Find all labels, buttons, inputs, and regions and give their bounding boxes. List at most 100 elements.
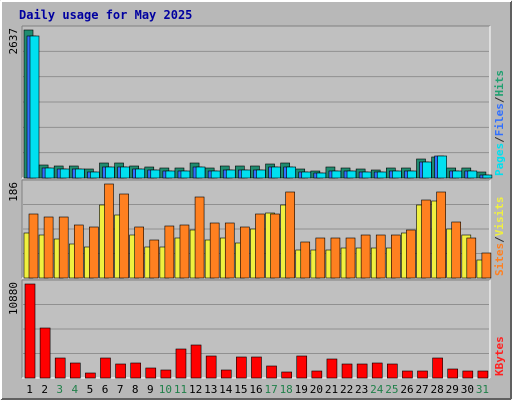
day-label: 6 bbox=[102, 383, 109, 396]
bar-pages bbox=[301, 171, 312, 179]
bar-kbytes bbox=[432, 357, 443, 379]
day-label: 7 bbox=[117, 383, 124, 396]
day-label: 16 bbox=[249, 383, 262, 396]
bar-kbytes bbox=[356, 363, 368, 379]
bar-kbytes bbox=[175, 348, 187, 379]
legend-files: Files bbox=[493, 103, 506, 136]
bar-kbytes bbox=[402, 370, 413, 379]
bar-kbytes bbox=[341, 363, 353, 379]
day-label: 25 bbox=[385, 383, 398, 396]
day-label: 17 bbox=[264, 383, 277, 396]
bar-kbytes bbox=[417, 370, 428, 379]
bar-kbytes bbox=[326, 358, 338, 379]
bar-pages bbox=[165, 170, 176, 179]
bar-pages bbox=[195, 166, 206, 179]
bar-sites bbox=[406, 229, 416, 279]
bar-sites bbox=[28, 213, 39, 279]
bar-sites bbox=[300, 241, 311, 279]
bar-kbytes bbox=[190, 344, 202, 379]
bar-sites bbox=[285, 191, 295, 279]
bar-kbytes bbox=[462, 370, 474, 379]
day-label: 28 bbox=[431, 383, 444, 396]
day-label: 8 bbox=[132, 383, 139, 396]
bar-sites bbox=[134, 226, 144, 279]
bar-kbytes bbox=[205, 355, 217, 379]
bar-kbytes bbox=[387, 363, 398, 379]
day-label: 20 bbox=[310, 383, 323, 396]
bar-kbytes bbox=[115, 363, 126, 379]
bar-kbytes bbox=[311, 370, 323, 379]
kbytes-panel: 10880 KBytes bbox=[7, 279, 506, 379]
bar-kbytes bbox=[220, 369, 232, 379]
bar-pages bbox=[482, 174, 493, 179]
bar-sites bbox=[43, 216, 54, 279]
bar-sites bbox=[240, 226, 250, 279]
bar-pages bbox=[467, 170, 478, 179]
day-label: 3 bbox=[56, 383, 63, 396]
legend-kbytes: KBytes bbox=[493, 336, 506, 376]
day-label: 1 bbox=[26, 383, 33, 396]
bar-pages bbox=[256, 169, 266, 179]
bar-sites bbox=[421, 199, 431, 279]
chart-panels: 2637Pages/Files/Hits186Sites/Visits10880… bbox=[7, 25, 506, 379]
bar-pages bbox=[90, 171, 100, 179]
day-label: 14 bbox=[219, 383, 233, 396]
bar-kbytes bbox=[447, 368, 459, 379]
legend-text: KBytes bbox=[493, 336, 506, 376]
bar-pages bbox=[44, 167, 55, 179]
bar-kbytes bbox=[85, 372, 96, 379]
bar-sites bbox=[255, 213, 265, 279]
legend-text: Pages/Files/Hits bbox=[493, 70, 506, 176]
bar-sites bbox=[315, 237, 326, 279]
bar-sites bbox=[391, 234, 401, 279]
legend-separator: / bbox=[493, 96, 506, 103]
legend-sites: Sites bbox=[493, 243, 506, 276]
day-label: 2 bbox=[41, 383, 48, 396]
bar-pages bbox=[286, 166, 296, 179]
bar-pages bbox=[331, 170, 342, 179]
bar-sites bbox=[481, 252, 492, 279]
chart-title: Daily usage for May 2025 bbox=[19, 8, 192, 22]
legend-visits: Visits bbox=[493, 197, 506, 237]
bar-pages bbox=[105, 166, 115, 179]
bar-kbytes bbox=[145, 367, 157, 379]
bar-sites bbox=[224, 222, 235, 279]
bar-kbytes bbox=[54, 357, 66, 379]
day-label: 5 bbox=[87, 383, 94, 396]
y-max-label: 10880 bbox=[7, 282, 20, 315]
bar-sites bbox=[330, 237, 341, 279]
y-max-label: 186 bbox=[7, 182, 20, 202]
bar-sites bbox=[149, 239, 160, 279]
bar-kbytes bbox=[39, 327, 51, 379]
bar-kbytes bbox=[296, 355, 308, 379]
bar-pages bbox=[437, 155, 447, 179]
bar-sites bbox=[451, 221, 462, 279]
bar-sites bbox=[194, 196, 205, 279]
bar-sites bbox=[89, 226, 99, 279]
bar-pages bbox=[59, 168, 70, 179]
day-label: 29 bbox=[446, 383, 459, 396]
legend-pages: Pages bbox=[493, 143, 506, 176]
bar-kbytes bbox=[24, 283, 36, 379]
bar-pages bbox=[120, 166, 130, 179]
bar-pages bbox=[316, 172, 327, 179]
day-label: 18 bbox=[280, 383, 293, 396]
bar-kbytes bbox=[251, 356, 262, 379]
day-label: 22 bbox=[340, 383, 353, 396]
day-label: 9 bbox=[147, 383, 154, 396]
bar-pages bbox=[241, 169, 251, 179]
day-label: 4 bbox=[72, 383, 79, 396]
bar-sites bbox=[375, 234, 386, 279]
day-axis-labels: 1 2 3 4 5 6 7 8 9 10 11 12 13 14 15 16 17 18 19 20 21 22 23 24 2… bbox=[26, 383, 489, 396]
bar-pages bbox=[346, 170, 357, 179]
bar-sites bbox=[179, 224, 190, 279]
day-label: 11 bbox=[174, 383, 187, 396]
bar-kbytes bbox=[160, 369, 172, 379]
bar-kbytes bbox=[236, 356, 247, 379]
legend-separator: / bbox=[493, 136, 506, 143]
bar-sites bbox=[270, 213, 280, 279]
day-label: 31 bbox=[476, 383, 489, 396]
bar-pages bbox=[271, 166, 281, 179]
visits-panel: 186 Sites/Visits bbox=[7, 179, 506, 279]
